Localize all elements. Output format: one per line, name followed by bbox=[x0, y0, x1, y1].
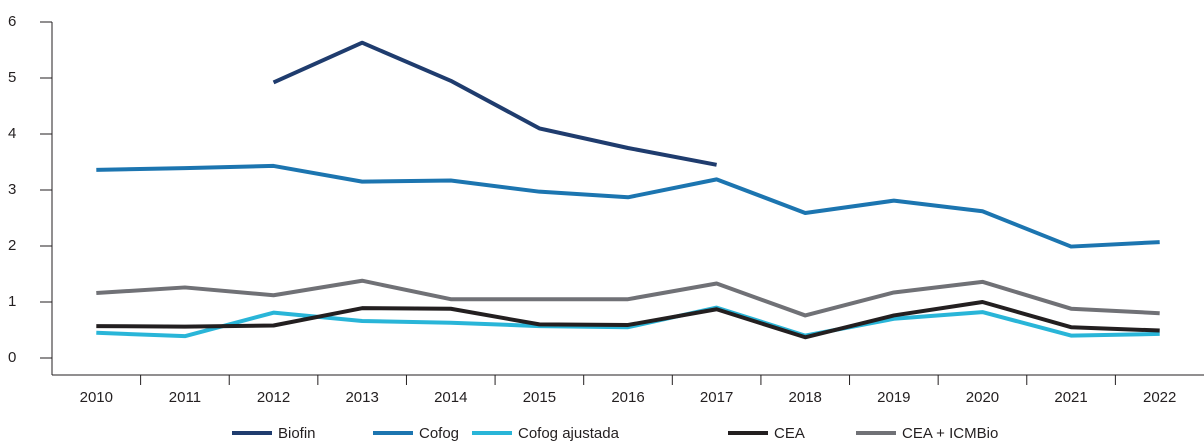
x-tick-label: 2018 bbox=[789, 389, 822, 406]
legend-label: CEA bbox=[774, 425, 805, 442]
legend-label: CEA + ICMBio bbox=[902, 425, 998, 442]
y-tick-label: 5 bbox=[8, 69, 16, 86]
x-tick-label: 2019 bbox=[877, 389, 910, 406]
legend-label: Cofog ajustada bbox=[518, 425, 620, 442]
series-line bbox=[96, 300, 1160, 340]
legend-label: Cofog bbox=[419, 425, 459, 442]
x-tick-label: 2014 bbox=[434, 389, 467, 406]
y-tick-label: 6 bbox=[8, 13, 16, 30]
x-tick-label: 2015 bbox=[523, 389, 556, 406]
x-tick-label: 2020 bbox=[966, 389, 999, 406]
y-tick-label: 2 bbox=[8, 237, 16, 254]
x-tick-label: 2012 bbox=[257, 389, 290, 406]
x-tick-label: 2016 bbox=[611, 389, 644, 406]
series-line bbox=[272, 40, 717, 167]
x-tick-label: 2017 bbox=[700, 389, 733, 406]
x-tick-label: 2022 bbox=[1143, 389, 1176, 406]
series-line bbox=[96, 305, 1160, 339]
x-tick-label: 2013 bbox=[345, 389, 378, 406]
y-tick-label: 0 bbox=[8, 349, 16, 366]
legend-label: Biofin bbox=[278, 425, 316, 442]
series-line bbox=[96, 163, 1160, 249]
series-line bbox=[96, 278, 1160, 318]
y-tick-label: 4 bbox=[8, 125, 16, 142]
x-tick-label: 2010 bbox=[80, 389, 113, 406]
y-tick-label: 3 bbox=[8, 181, 16, 198]
x-tick-label: 2011 bbox=[169, 389, 201, 406]
y-tick-label: 1 bbox=[8, 293, 16, 310]
x-tick-label: 2021 bbox=[1054, 389, 1087, 406]
